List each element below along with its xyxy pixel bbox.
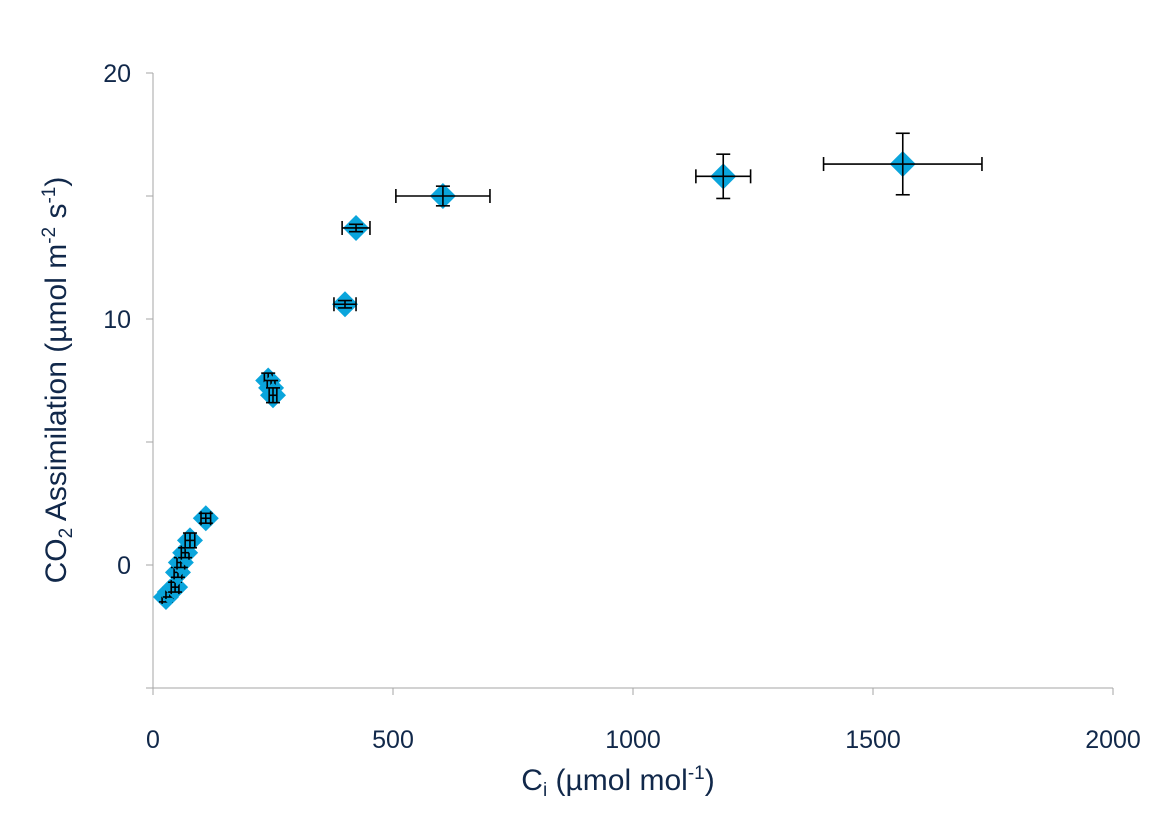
data-point [176, 527, 203, 554]
x-tick-label: 500 [372, 726, 414, 754]
y-tick-label: 10 [103, 306, 131, 334]
data-points [152, 132, 983, 610]
x-tick-label: 0 [146, 726, 160, 754]
x-axis-label: Ci (µmol mol-1) [521, 763, 714, 801]
data-point [822, 132, 983, 196]
axes: 0 10 20 0 500 1000 1500 2000 [103, 60, 1141, 754]
y-axis-label: CO2 Assimilation (µmol m-2 s-1) [39, 177, 77, 584]
data-point [341, 214, 371, 241]
data-point [395, 183, 491, 209]
x-tick-label: 2000 [1085, 726, 1141, 754]
data-point [332, 291, 358, 318]
x-tick-label: 1500 [845, 726, 901, 754]
x-tick-label: 1000 [605, 726, 661, 754]
data-point [192, 505, 219, 532]
data-point [695, 153, 752, 200]
y-tick-label: 20 [103, 60, 131, 88]
y-tick-label: 0 [117, 552, 131, 580]
data-point [260, 382, 286, 409]
